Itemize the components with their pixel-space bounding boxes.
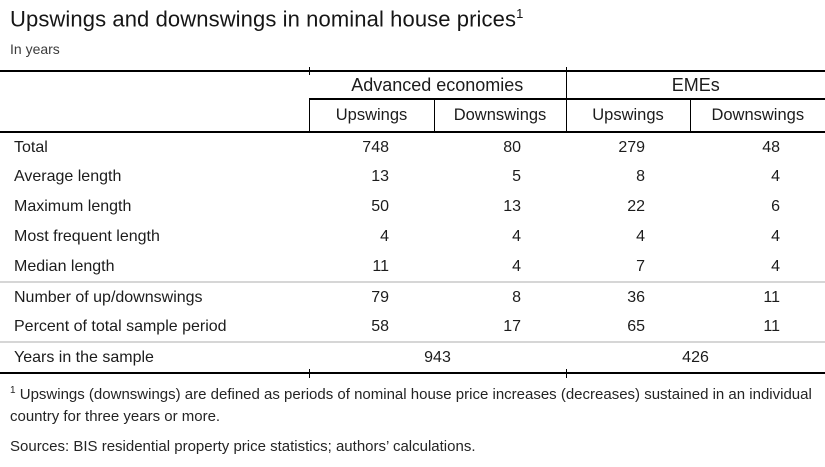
cell-value: 4 — [512, 228, 522, 246]
corner-cell — [0, 99, 309, 134]
cell-value-eme-total-years: 426 — [566, 341, 825, 375]
group-header-advanced-economies: Advanced economies — [309, 70, 567, 101]
column-header-eme-upswings: Upswings — [565, 99, 691, 134]
row-label: Median length — [14, 257, 115, 275]
cell-value: 80 — [503, 138, 522, 156]
column-header-row: Upswings Downswings Upswings Downswings — [0, 99, 825, 134]
cell-value: 279 — [618, 138, 646, 156]
page-title: Upswings and downswings in nominal house… — [0, 6, 825, 32]
table-unit-label: In years — [10, 41, 60, 58]
cell-value: 5 — [512, 168, 522, 186]
cell-value: 13 — [503, 198, 522, 216]
footnote-marker: 1 — [10, 385, 16, 397]
rule-tick — [309, 67, 310, 76]
cell-value: 17 — [503, 317, 522, 335]
cell-value: 4 — [512, 257, 522, 275]
row-label: Total — [14, 138, 48, 156]
cell-value: 58 — [371, 317, 389, 335]
title-text: Upswings and downswings in nominal house… — [10, 6, 517, 32]
table-row-number-of-swings: Number of up/downswings 79 8 36 11 — [0, 281, 825, 313]
cell-value: 65 — [627, 317, 646, 335]
cell-value: 11 — [690, 281, 825, 313]
row-label: Maximum length — [14, 198, 132, 216]
column-header-adv-downswings: Downswings — [433, 99, 567, 134]
cell-value: 8 — [434, 281, 567, 313]
row-label: Years in the sample — [0, 341, 309, 375]
title-footnote-marker: 1 — [516, 6, 524, 21]
cell-value: 4 — [636, 228, 646, 246]
cell-value-advanced-total-years: 943 — [309, 341, 567, 375]
cell-value: 79 — [309, 281, 434, 313]
table-row-percent-of-sample: Percent of total sample period 58 17 65 … — [0, 312, 825, 342]
notes-section: 1 Upswings (downswings) are defined as p… — [0, 384, 825, 455]
cell-value: 6 — [771, 198, 781, 216]
table-row-median-length: Median length 11 4 7 4 — [0, 252, 825, 282]
cell-value: 8 — [636, 168, 646, 186]
group-header-emes: EMEs — [565, 70, 825, 101]
column-header-adv-upswings: Upswings — [308, 99, 434, 134]
column-header-eme-downswings: Downswings — [689, 99, 825, 134]
cell-value: 36 — [566, 281, 691, 313]
cell-value: 4 — [771, 228, 781, 246]
cell-value: 748 — [362, 138, 389, 156]
table-row-maximum-length: Maximum length 50 13 22 6 — [0, 192, 825, 222]
cell-value: 4 — [380, 228, 389, 246]
cell-value: 4 — [771, 168, 781, 186]
row-label: Average length — [14, 168, 122, 186]
cell-value: 7 — [636, 257, 646, 275]
cell-value: 50 — [371, 198, 389, 216]
data-table-wrapper: Advanced economies EMEs Upswings Downswi… — [0, 67, 825, 379]
cell-value: 22 — [627, 198, 646, 216]
table-row-most-frequent-length: Most frequent length 4 4 4 4 — [0, 222, 825, 252]
table-row-years-in-sample: Years in the sample 943 426 — [0, 341, 825, 375]
row-label: Most frequent length — [14, 228, 160, 246]
cell-value: 11 — [372, 257, 389, 275]
cell-value: 13 — [371, 168, 389, 186]
row-label: Percent of total sample period — [14, 317, 227, 335]
table-row-average-length: Average length 13 5 8 4 — [0, 162, 825, 192]
rule-tick — [566, 67, 567, 76]
column-group-header-row: Advanced economies EMEs — [0, 70, 825, 101]
table-row-total: Total 748 80 279 48 — [0, 132, 825, 162]
cell-value: 48 — [762, 138, 781, 156]
rule-tick — [309, 369, 310, 379]
footnote-text: Upswings (downswings) are defined as per… — [10, 386, 812, 426]
cell-value: 4 — [771, 257, 781, 275]
cell-value: 11 — [763, 317, 781, 335]
sources-line: Sources: BIS residential property price … — [10, 437, 476, 455]
footnote: 1 Upswings (downswings) are defined as p… — [10, 384, 813, 428]
rule-tick — [566, 369, 567, 379]
corner-cell — [0, 70, 309, 100]
row-label: Number of up/downswings — [0, 281, 309, 313]
data-table: Advanced economies EMEs Upswings Downswi… — [0, 70, 825, 375]
